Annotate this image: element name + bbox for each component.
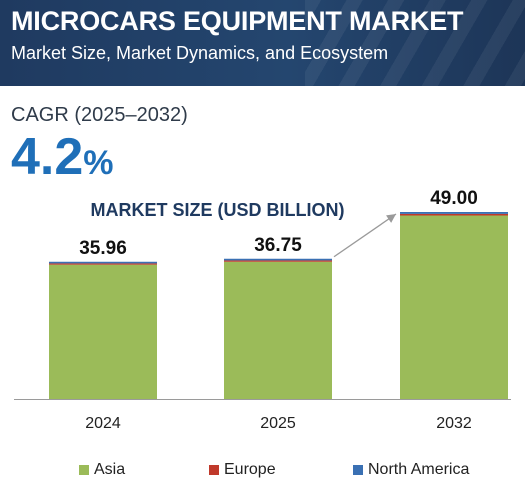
legend-swatch — [353, 465, 363, 475]
bar-2024-north-america — [49, 261, 157, 264]
legend-label: Asia — [94, 461, 126, 478]
cagr-unit: % — [83, 144, 114, 182]
bar-2032-north-america — [400, 212, 508, 214]
legend-item-europe: Europe — [209, 461, 276, 479]
cagr-number: 4.2 — [11, 128, 84, 186]
chart-title: MARKET SIZE (USD BILLION) — [90, 200, 345, 220]
total-label-2032: 49.00 — [430, 188, 478, 209]
bar-2032-asia — [400, 215, 508, 399]
legend-swatch — [209, 465, 219, 475]
page-title: MICROCARS EQUIPMENT MARKET — [11, 6, 464, 36]
legend-label: North America — [368, 461, 470, 478]
total-label-2024: 35.96 — [79, 238, 127, 259]
bar-2024-asia — [49, 264, 157, 399]
legend-item-north-america: North America — [353, 461, 469, 479]
bar-2025-europe — [224, 260, 332, 262]
legend-swatch — [79, 465, 89, 475]
x-tick-label-2024: 2024 — [85, 415, 121, 432]
chart-legend: Asia Europe North America — [0, 461, 525, 481]
growth-arrow — [333, 213, 397, 258]
bar-2025-asia — [224, 261, 332, 399]
header-decoration — [305, 0, 525, 86]
bar-2024-europe — [49, 263, 157, 265]
bar-2032-europe — [400, 213, 508, 216]
header-banner: MICROCARS EQUIPMENT MARKET Market Size, … — [0, 0, 525, 86]
cagr-value: 4.2% — [11, 131, 114, 183]
legend-item-asia: Asia — [79, 461, 125, 479]
x-tick-label-2032: 2032 — [436, 415, 472, 432]
bar-2025-north-america — [224, 258, 332, 261]
total-label-2025: 36.75 — [254, 235, 302, 256]
cagr-label: CAGR (2025–2032) — [11, 104, 188, 126]
legend-label: Europe — [224, 461, 276, 478]
page-subtitle: Market Size, Market Dynamics, and Ecosys… — [11, 43, 389, 63]
x-tick-label-2025: 2025 — [260, 415, 296, 432]
